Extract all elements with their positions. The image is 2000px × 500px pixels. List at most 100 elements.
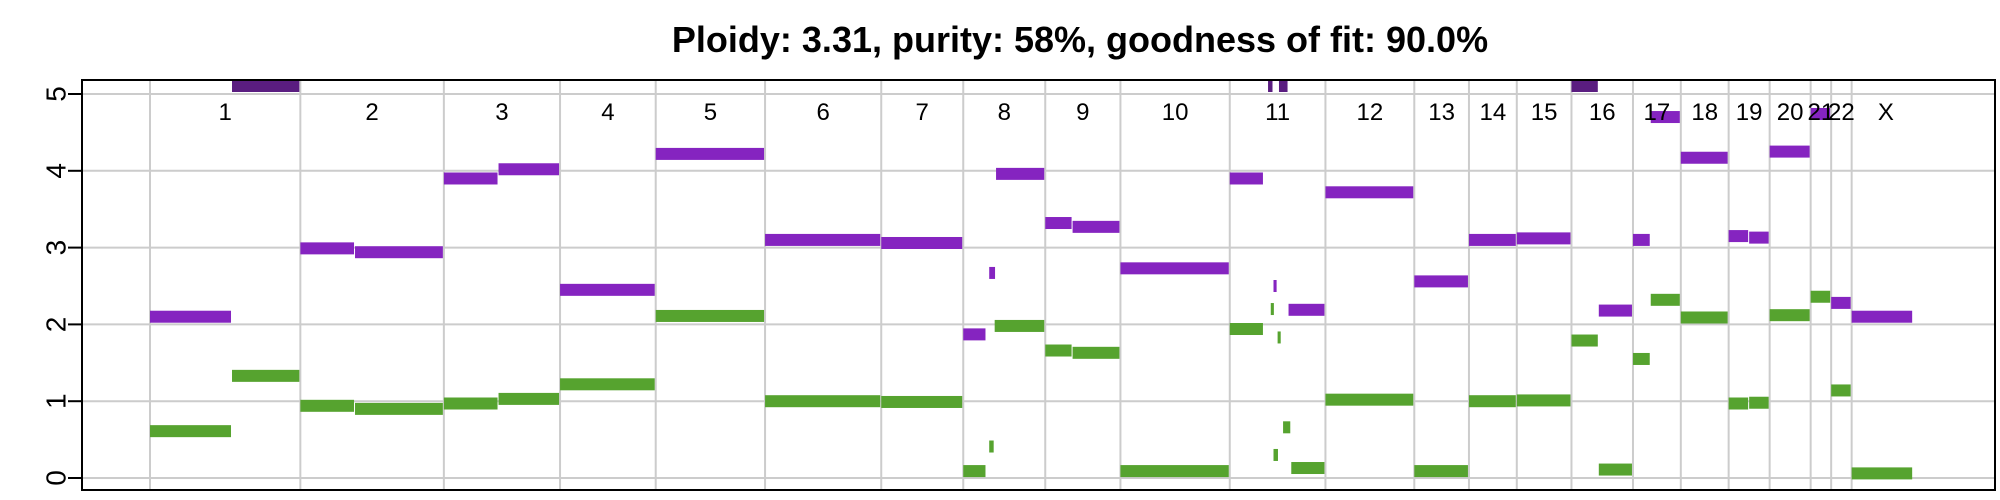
y-axis: 0 1 2 3 4 5 [40, 86, 82, 486]
chromosome-label: 13 [1428, 99, 1455, 126]
segment-minor [1414, 465, 1468, 478]
segment-major [1072, 220, 1120, 233]
segment-major [1325, 186, 1414, 199]
segment-minor [1728, 397, 1749, 410]
chromosome-label: 12 [1357, 99, 1384, 126]
segment-major [1468, 233, 1516, 246]
chromosome-label: 21 [1808, 99, 1835, 126]
segment-major [1769, 145, 1810, 158]
segment-major [1120, 262, 1229, 275]
segment-minor [355, 402, 443, 415]
y-tick-label: 2 [40, 317, 71, 333]
segment-minor [989, 440, 994, 453]
chromosome-label: 11 [1265, 99, 1290, 126]
segment-minor [443, 397, 498, 410]
chromosome-label: 3 [495, 99, 508, 126]
segment-major [1851, 310, 1913, 323]
chromosome-label: 4 [601, 99, 614, 126]
segment-major [1278, 80, 1288, 92]
segment-major [1598, 304, 1632, 317]
segment-minor [1598, 463, 1632, 476]
segment-minor [1810, 290, 1831, 303]
plot-frame [81, 79, 1996, 491]
segment-minor [1277, 331, 1281, 344]
segment-major [498, 163, 560, 176]
segment-minor [1270, 303, 1274, 316]
y-tick-label: 4 [40, 163, 71, 179]
y-tick-label: 3 [40, 240, 71, 256]
y-tick-label: 5 [40, 86, 71, 102]
chromosome-label: 6 [816, 99, 829, 126]
segment-minor [1650, 293, 1680, 306]
segment-minor [150, 425, 232, 438]
segment-major [881, 236, 963, 249]
chromosome-label: 9 [1076, 99, 1089, 126]
segment-major [963, 328, 986, 341]
segment-minor [1120, 465, 1229, 478]
segment-minor [1468, 395, 1516, 408]
grid [82, 80, 1995, 490]
chromosome-label: 2 [365, 99, 378, 126]
chromosome-label: 10 [1162, 99, 1189, 126]
segment-major [765, 233, 881, 246]
segment-major [300, 242, 355, 255]
segment-major [1268, 80, 1273, 92]
segment-major [996, 167, 1045, 180]
segment-minor [1516, 394, 1571, 407]
segment-minor [560, 378, 655, 391]
chromosome-label: 15 [1531, 99, 1558, 126]
segment-minor [1283, 421, 1291, 434]
chromosome-label: 17 [1644, 99, 1671, 126]
segment-major [1650, 111, 1680, 124]
segment-major [150, 310, 232, 323]
segment-major [1288, 303, 1325, 316]
segment-minor [1291, 462, 1325, 475]
segment-minor [1769, 309, 1810, 322]
chromosome-label: 18 [1691, 99, 1718, 126]
segment-major [1273, 280, 1277, 292]
segment-minor [765, 395, 881, 408]
segment-major [1680, 151, 1728, 164]
segment-major [1749, 231, 1769, 244]
segment-major [989, 266, 996, 279]
segment-major [560, 283, 655, 296]
segment-major [655, 147, 765, 160]
segment-minor [1325, 393, 1414, 406]
segment-minor [1273, 448, 1278, 461]
segment-major [1414, 275, 1468, 288]
segment-minor [1680, 311, 1728, 324]
y-tick-label: 0 [40, 470, 71, 486]
segment-major [355, 246, 443, 259]
segment-major [1516, 232, 1571, 245]
segment-minor [1072, 346, 1120, 359]
segment-minor [1229, 323, 1263, 336]
segment-minor [963, 465, 986, 478]
chromosome-label: X [1878, 99, 1894, 126]
segment-minor [1749, 396, 1769, 409]
y-tick-label: 1 [40, 393, 71, 409]
segment-minor [498, 392, 560, 405]
segment-major [1632, 233, 1650, 246]
segment-minor [655, 309, 765, 322]
chromosome-label: 14 [1480, 99, 1507, 126]
segment-minor [1045, 344, 1072, 357]
segment-major [443, 172, 498, 185]
chart-title: Ploidy: 3.31, purity: 58%, goodness of f… [672, 19, 1488, 60]
segment-major [1728, 230, 1749, 243]
chromosome-label: 22 [1828, 99, 1855, 126]
chromosome-label: 20 [1777, 99, 1804, 126]
segment-minor [300, 399, 355, 412]
chromosome-label: 7 [916, 99, 929, 126]
segment-minor [1632, 352, 1650, 365]
segment-minor [232, 369, 300, 382]
segment-major [1229, 172, 1263, 185]
segment-major [1810, 107, 1831, 120]
segment-minor [1831, 384, 1851, 397]
segment-minor [881, 395, 963, 408]
chromosome-label: 5 [704, 99, 717, 126]
segments [150, 80, 1913, 480]
segment-minor [1571, 334, 1598, 347]
chromosome-label: 8 [998, 99, 1011, 126]
